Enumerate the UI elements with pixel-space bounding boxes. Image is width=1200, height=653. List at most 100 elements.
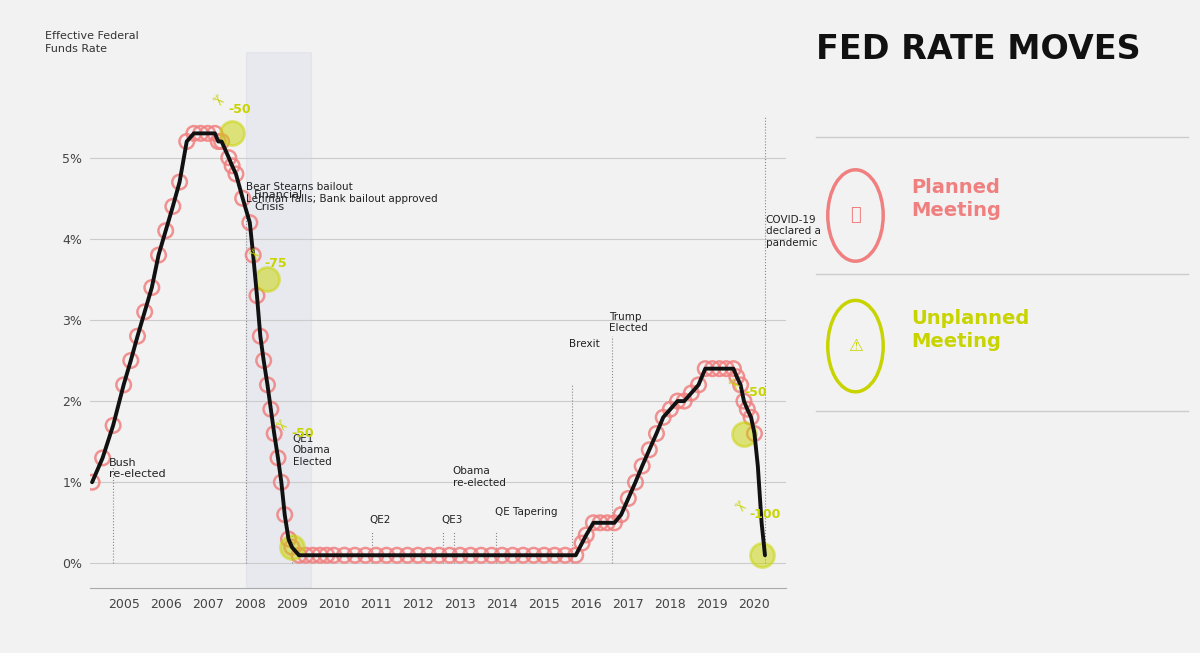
Text: ✂: ✂ [208, 91, 227, 111]
Text: ✂: ✂ [242, 246, 263, 265]
Point [311, 550, 330, 560]
Point [472, 550, 491, 560]
Text: Bush
re-elected: Bush re-elected [109, 458, 166, 479]
Point [647, 428, 666, 439]
Point [128, 331, 148, 342]
Point [556, 550, 575, 560]
Point [583, 518, 602, 528]
Point [233, 193, 252, 204]
Text: FED RATE MOVES: FED RATE MOVES [816, 33, 1140, 66]
Point [114, 379, 133, 390]
Point [269, 453, 288, 463]
Point [205, 128, 224, 138]
Point [163, 201, 182, 212]
Point [689, 379, 708, 390]
Text: Effective Federal
Funds Rate: Effective Federal Funds Rate [44, 31, 138, 54]
Point [282, 542, 301, 552]
Point [103, 421, 122, 431]
Point [492, 550, 511, 560]
Point [727, 372, 746, 382]
Point [209, 136, 228, 147]
Text: QE2: QE2 [370, 515, 391, 524]
Point [482, 550, 502, 560]
Point [258, 274, 277, 285]
Point [262, 404, 281, 415]
Text: Unplanned
Meeting: Unplanned Meeting [911, 308, 1030, 351]
Point [661, 404, 680, 415]
Text: -75: -75 [264, 257, 287, 270]
Point [566, 550, 586, 560]
Point [143, 282, 162, 293]
Point [612, 509, 631, 520]
Point [94, 453, 113, 463]
Point [734, 428, 754, 439]
Point [524, 550, 544, 560]
Point [282, 542, 301, 552]
Point [136, 307, 155, 317]
Point [289, 550, 308, 560]
Point [191, 128, 210, 138]
Point [731, 379, 750, 390]
Text: Planned
Meeting: Planned Meeting [911, 178, 1001, 221]
Point [716, 364, 736, 374]
Point [674, 396, 694, 406]
Point [278, 534, 298, 544]
Text: COVID-19
declared a
pandemic: COVID-19 declared a pandemic [766, 214, 821, 247]
Point [335, 550, 354, 560]
Point [240, 217, 259, 228]
Point [198, 128, 217, 138]
Point [640, 445, 659, 455]
Point [227, 168, 246, 179]
Text: ✂: ✂ [728, 497, 748, 517]
Text: Bear Stearns bailout
Lehman falls; Bank bailout approved: Bear Stearns bailout Lehman falls; Bank … [246, 182, 438, 204]
Point [185, 128, 204, 138]
Text: -50: -50 [744, 387, 767, 400]
Point [572, 538, 592, 549]
Point [304, 550, 323, 560]
Point [264, 428, 283, 439]
Point [430, 550, 449, 560]
Text: QE1
Obama
Elected: QE1 Obama Elected [293, 434, 331, 467]
Point [178, 136, 197, 147]
Point [212, 136, 232, 147]
Text: QE3: QE3 [442, 515, 462, 524]
Point [534, 550, 553, 560]
Point [710, 364, 730, 374]
Point [632, 461, 652, 471]
Point [296, 550, 316, 560]
Point [461, 550, 480, 560]
Point [598, 518, 617, 528]
Point [356, 550, 376, 560]
Text: -50: -50 [292, 427, 314, 440]
Point [275, 509, 294, 520]
Text: Obama
re-elected: Obama re-elected [452, 466, 505, 488]
Text: 👥: 👥 [850, 206, 860, 225]
Point [703, 364, 722, 374]
Point [696, 364, 715, 374]
Point [408, 550, 427, 560]
Point [222, 161, 241, 171]
Point [244, 250, 263, 261]
Point [377, 550, 396, 560]
Point [745, 428, 764, 439]
Text: Financial
Crisis: Financial Crisis [254, 190, 304, 212]
Point [247, 291, 266, 301]
Point [251, 331, 270, 342]
Text: ⚠: ⚠ [848, 337, 863, 355]
Point [742, 412, 761, 422]
Bar [246, 52, 311, 588]
Point [366, 550, 385, 560]
Point [724, 364, 743, 374]
Point [83, 477, 102, 487]
Point [752, 550, 772, 560]
Point [668, 396, 688, 406]
Point [419, 550, 438, 560]
Point [514, 550, 533, 560]
Point [398, 550, 418, 560]
Text: Trump
Elected: Trump Elected [610, 312, 648, 334]
Point [271, 477, 290, 487]
Point [254, 355, 274, 366]
Point [170, 177, 190, 187]
Point [734, 396, 754, 406]
Point [577, 530, 596, 540]
